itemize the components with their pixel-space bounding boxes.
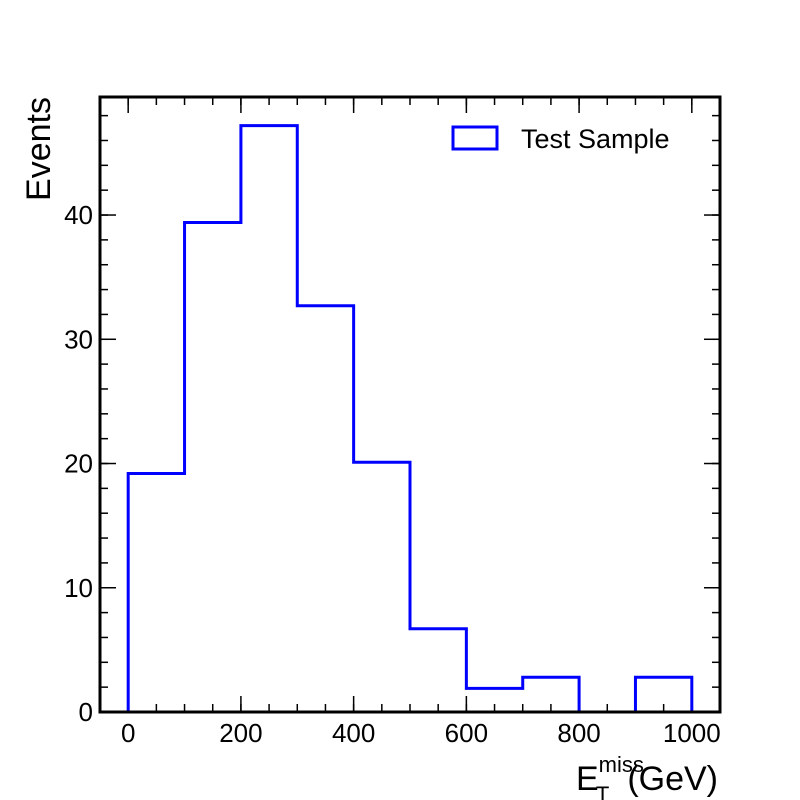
y-tick-label: 40 bbox=[64, 200, 93, 230]
y-tick-label: 30 bbox=[64, 324, 93, 354]
histogram-bins bbox=[128, 126, 692, 712]
histogram-bin bbox=[410, 629, 466, 712]
x-tick-label: 600 bbox=[445, 718, 488, 748]
y-tick-labels: 0 10 20 30 40 bbox=[64, 200, 93, 727]
histogram-bin bbox=[185, 222, 241, 712]
x-tick-label: 0 bbox=[121, 718, 135, 748]
plot-frame bbox=[98, 95, 722, 714]
x-tick-label: 200 bbox=[219, 718, 262, 748]
histogram-bin bbox=[523, 677, 579, 712]
histogram-bin bbox=[354, 462, 410, 712]
y-tick-label: 0 bbox=[79, 697, 93, 727]
histogram-bin bbox=[128, 473, 184, 712]
x-axis-title: Emiss T (GeV) bbox=[576, 752, 718, 800]
legend: Test Sample bbox=[451, 124, 670, 154]
histogram-bin bbox=[241, 126, 297, 712]
histogram-bin bbox=[635, 677, 691, 712]
x-tick-labels: 0 200 400 600 800 1000 bbox=[121, 718, 721, 748]
x-tick-label: 1000 bbox=[663, 718, 721, 748]
legend-swatch bbox=[451, 125, 499, 151]
y-tick-label: 10 bbox=[64, 573, 93, 603]
x-tick-label: 800 bbox=[557, 718, 600, 748]
y-axis-title: Events bbox=[20, 97, 58, 201]
histogram-bin bbox=[466, 688, 522, 712]
x-tick-label: 400 bbox=[332, 718, 375, 748]
legend-label: Test Sample bbox=[521, 124, 670, 154]
histogram-bin bbox=[297, 306, 353, 712]
y-tick-label: 20 bbox=[64, 449, 93, 479]
